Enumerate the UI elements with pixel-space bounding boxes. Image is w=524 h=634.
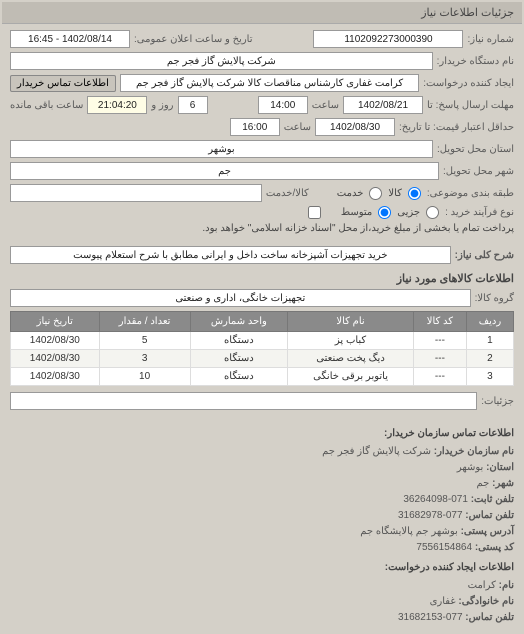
req-no-field: 1102092273000390: [313, 30, 463, 48]
cell-name: یاتوبر برقی خانگی: [288, 368, 414, 386]
cell-name: کباب پز: [288, 332, 414, 350]
cell-date: 1402/08/30: [11, 368, 100, 386]
days-left-label: روز و: [151, 100, 173, 111]
time-left-field: 21:04:20: [87, 96, 147, 114]
c-telc-lbl: تلفن تماس:: [465, 612, 514, 623]
valid-date-field: 1402/08/30: [315, 118, 395, 136]
cat-kala-radio[interactable]: [408, 187, 421, 200]
buy-type-moto-label: متوسط: [341, 207, 372, 218]
buyer-org-field: شرکت پالایش گاز فجر جم: [10, 52, 433, 70]
c-name: کرامت: [468, 580, 496, 591]
cell-row: 2: [466, 350, 513, 368]
days-left-field: 6: [178, 96, 208, 114]
treasury-checkbox[interactable]: [308, 206, 321, 219]
cat-khadmat-label: خدمت: [337, 188, 364, 199]
send-deadline-date: 1402/08/21: [343, 96, 423, 114]
table-row: 3---یاتوبر برقی خانگیدستگاه101402/08/30: [11, 368, 514, 386]
req-no-label: شماره نیاز:: [467, 34, 514, 45]
buyer-org-label: نام دستگاه خریدار:: [437, 56, 514, 67]
c-fam-lbl: نام خانوادگی:: [458, 596, 514, 607]
c-post: 7556154864: [416, 542, 472, 553]
cell-date: 1402/08/30: [11, 332, 100, 350]
province-label: استان محل تحویل:: [437, 144, 514, 155]
cell-qty: 5: [99, 332, 190, 350]
buy-type-moto-radio[interactable]: [378, 206, 391, 219]
pub-date-label: تاریخ و ساعت اعلان عمومی:: [134, 34, 253, 45]
cell-unit: دستگاه: [190, 368, 288, 386]
goods-label: کالا/خدمت: [266, 188, 309, 199]
cell-row: 3: [466, 368, 513, 386]
desc-field: خرید تجهیزات آشپزخانه ساخت داخل و ایرانی…: [10, 246, 451, 264]
goods-field: [10, 184, 262, 202]
cat-label: طبقه بندی موضوعی:: [427, 188, 514, 199]
th-qty: تعداد / مقدار: [99, 312, 190, 332]
city-label: شهر محل تحویل:: [443, 166, 514, 177]
c-post-lbl: کد پستی:: [475, 542, 514, 553]
valid-time-field: 16:00: [230, 118, 280, 136]
c-fax: 077-31682978: [398, 510, 463, 521]
c-telc: 077-31682153: [398, 612, 463, 623]
city-field: جم: [10, 162, 439, 180]
th-name: نام کالا: [288, 312, 414, 332]
c-city-lbl: شهر:: [492, 478, 514, 489]
contact-hdr2: اطلاعات ایجاد کننده درخواست:: [10, 560, 514, 576]
time-left-label: ساعت باقی مانده: [10, 100, 83, 111]
group-field: تجهیزات خانگی، اداری و صنعتی: [10, 289, 471, 307]
items-section-title: اطلاعات کالاهای مورد نیاز: [10, 272, 514, 285]
time-label-2: ساعت: [284, 122, 311, 133]
desc-label: شرح کلی نیاز:: [455, 250, 514, 261]
table-row: 1---کباب پزدستگاه51402/08/30: [11, 332, 514, 350]
cat-khadmat-radio[interactable]: [369, 187, 382, 200]
cell-code: ---: [413, 350, 466, 368]
cell-unit: دستگاه: [190, 350, 288, 368]
pub-date-field: 1402/08/14 - 16:45: [10, 30, 130, 48]
table-row: 2---دیگ پخت صنعتیدستگاه31402/08/30: [11, 350, 514, 368]
th-code: کد کالا: [413, 312, 466, 332]
c-org-lbl: نام سازمان خریدار:: [434, 446, 514, 457]
c-city: جم: [477, 478, 490, 489]
c-tel-lbl: تلفن ثابت:: [471, 494, 514, 505]
cell-code: ---: [413, 368, 466, 386]
c-fax-lbl: تلفن تماس:: [465, 510, 514, 521]
time-label-1: ساعت: [312, 100, 339, 111]
c-prov-lbl: استان:: [486, 462, 514, 473]
tab-header: جزئیات اطلاعات نیاز: [2, 2, 522, 24]
c-addr-lbl: آدرس پستی:: [461, 526, 514, 537]
c-addr: بوشهر جم پالایشگاه جم: [360, 526, 458, 537]
c-org: شرکت پالایش گاز فجر جم: [322, 446, 431, 457]
cell-row: 1: [466, 332, 513, 350]
contact-hdr1: اطلاعات تماس سازمان خریدار:: [10, 426, 514, 442]
province-field: بوشهر: [10, 140, 433, 158]
req-creator-label: ایجاد کننده درخواست:: [423, 78, 514, 89]
send-deadline-label: مهلت ارسال پاسخ: تا: [427, 100, 514, 111]
cat-kala-label: کالا: [388, 188, 402, 199]
cell-name: دیگ پخت صنعتی: [288, 350, 414, 368]
send-deadline-time: 14:00: [258, 96, 308, 114]
list-label: جزئیات:: [481, 396, 514, 407]
buy-type-jozi-label: جزیی: [397, 207, 420, 218]
cell-qty: 10: [99, 368, 190, 386]
items-table: ردیف کد کالا نام کالا واحد شمارش تعداد /…: [10, 311, 514, 386]
buy-type-label: نوع فرآیند خرید :: [445, 207, 514, 218]
list-field: [10, 392, 477, 410]
c-prov: بوشهر: [457, 462, 483, 473]
valid-label: حداقل اعتبار قیمت: تا تاریخ:: [399, 122, 514, 133]
c-fam: غفاری: [430, 596, 456, 607]
c-tel: 071-36264098: [403, 494, 468, 505]
c-name-lbl: نام:: [499, 580, 514, 591]
contact-buyer-button[interactable]: اطلاعات تماس خریدار: [10, 75, 116, 92]
cell-qty: 3: [99, 350, 190, 368]
th-date: تاریخ نیاز: [11, 312, 100, 332]
buy-type-jozi-radio[interactable]: [426, 206, 439, 219]
cell-unit: دستگاه: [190, 332, 288, 350]
treasury-note: پرداخت تمام یا بخشی از مبلغ خرید،از محل …: [202, 223, 514, 234]
group-label: گروه کالا:: [475, 293, 514, 304]
th-row: ردیف: [466, 312, 513, 332]
cell-date: 1402/08/30: [11, 350, 100, 368]
th-unit: واحد شمارش: [190, 312, 288, 332]
cell-code: ---: [413, 332, 466, 350]
req-creator-field: کرامت غفاری کارشناس مناقصات کالا شرکت پا…: [120, 74, 419, 92]
